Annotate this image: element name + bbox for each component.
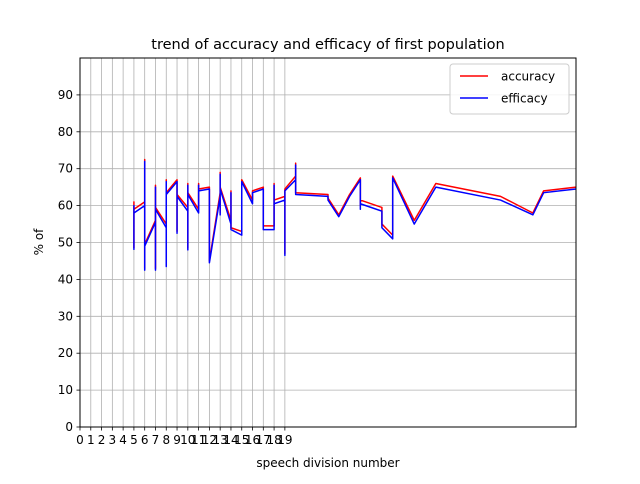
- x-tick-label: 0: [76, 433, 84, 447]
- y-tick-label: 50: [58, 236, 73, 250]
- y-tick-label: 90: [58, 88, 73, 102]
- x-tick-label: 17: [256, 433, 271, 447]
- x-tick-label: 5: [130, 433, 138, 447]
- x-tick-label: 7: [152, 433, 160, 447]
- chart-title: trend of accuracy and efficacy of first …: [151, 37, 504, 53]
- y-axis-label: % of: [32, 228, 46, 256]
- x-tick-label: 15: [234, 433, 249, 447]
- y-tick-label: 10: [58, 383, 73, 397]
- legend-label-accuracy: accuracy: [501, 70, 555, 84]
- x-tick-label: 3: [109, 433, 117, 447]
- x-tick-label: 12: [202, 433, 217, 447]
- x-tick-label: 13: [213, 433, 228, 447]
- y-tick-label: 40: [58, 272, 73, 286]
- x-tick-label: 18: [266, 433, 281, 447]
- y-tick-label: 20: [58, 346, 73, 360]
- x-tick-label: 8: [162, 433, 170, 447]
- x-tick-label: 16: [245, 433, 260, 447]
- legend: accuracy efficacy: [449, 63, 570, 115]
- x-tick-label: 1: [87, 433, 95, 447]
- series-lines: [133, 158, 577, 271]
- x-tick-label: 4: [119, 433, 127, 447]
- y-tick-label: 60: [58, 199, 73, 213]
- legend-label-efficacy: efficacy: [501, 92, 548, 106]
- x-tick-label: 6: [141, 433, 149, 447]
- x-tick-label: 19: [277, 433, 292, 447]
- y-tick-label: 70: [58, 162, 73, 176]
- series-line-efficacy: [133, 160, 577, 271]
- x-tick-label: 2: [98, 433, 106, 447]
- y-tick-label: 80: [58, 125, 73, 139]
- x-tick-label: 14: [223, 433, 238, 447]
- y-tick-label: 30: [58, 309, 73, 323]
- y-tick-label: 0: [65, 420, 73, 434]
- x-tick-label: 9: [173, 433, 181, 447]
- x-axis-label: speech division number: [256, 456, 399, 470]
- x-tick-label: 10: [180, 433, 195, 447]
- x-tick-label: 11: [191, 433, 206, 447]
